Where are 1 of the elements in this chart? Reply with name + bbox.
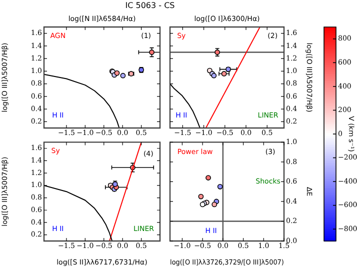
chart-title: IC 5063 - CS (124, 1, 176, 10)
